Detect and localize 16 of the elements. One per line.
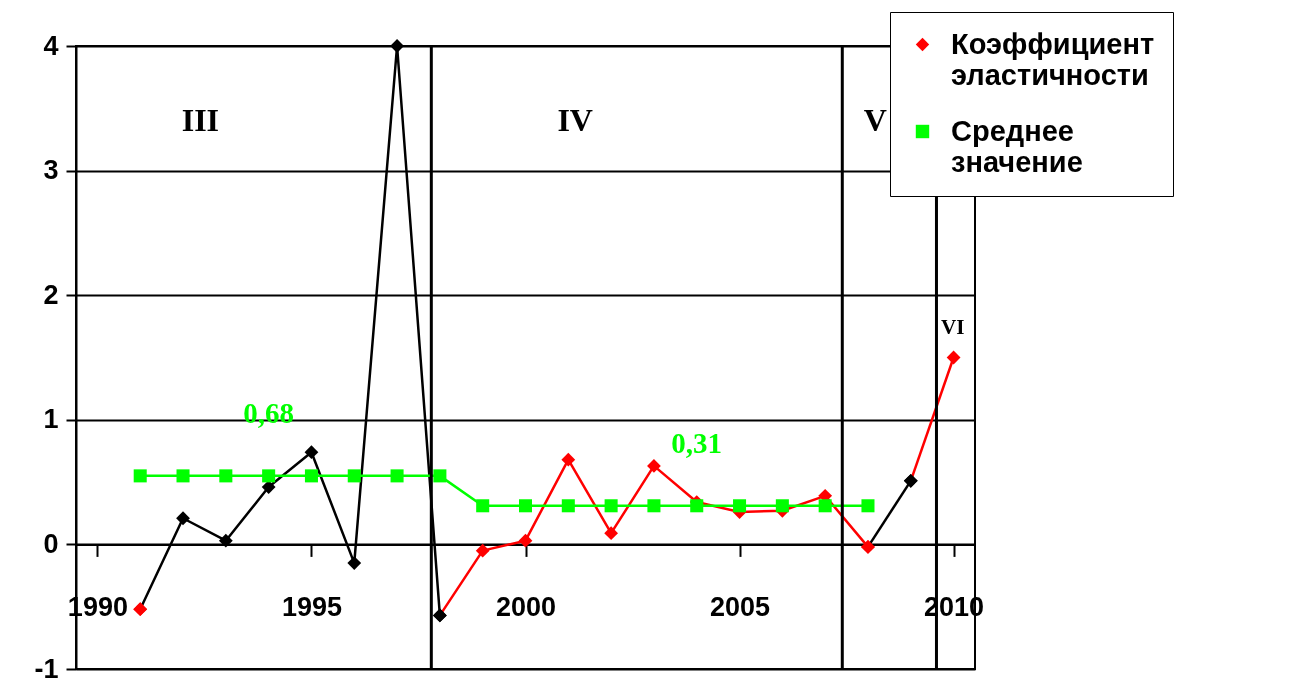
x-tick-label: 2000 bbox=[495, 591, 557, 622]
legend-label: Среднее значение bbox=[951, 114, 1083, 178]
y-tick-label: 2 bbox=[43, 279, 59, 310]
y-tick-label: 3 bbox=[43, 155, 59, 186]
annotation: IV bbox=[557, 102, 593, 138]
annotation: V bbox=[863, 102, 887, 138]
legend-label: Коэффициент эластичности bbox=[951, 27, 1155, 91]
y-tick-label: 1 bbox=[43, 404, 59, 435]
x-tick-label: 1995 bbox=[281, 591, 342, 622]
annotation: III bbox=[181, 102, 220, 138]
annotation: VI bbox=[940, 315, 965, 339]
x-tick-label: 2005 bbox=[710, 591, 771, 622]
y-tick-label: 4 bbox=[43, 30, 59, 61]
y-tick-label: 0 bbox=[43, 528, 59, 559]
y-tick-label: -1 bbox=[34, 653, 59, 680]
annotation: 0,31 bbox=[671, 426, 723, 459]
